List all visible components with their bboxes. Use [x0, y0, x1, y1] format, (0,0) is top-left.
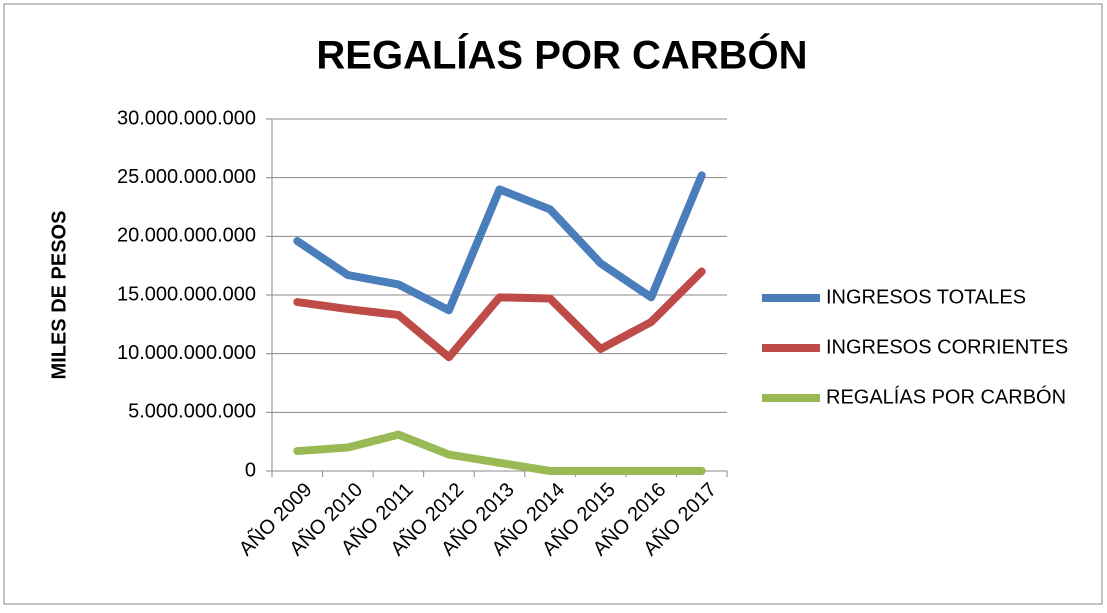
legend-label: INGRESOS TOTALES	[826, 286, 1026, 308]
y-tick-label: 30.000.000.000	[117, 107, 256, 129]
series-line	[293, 267, 706, 362]
y-tick-label: 10.000.000.000	[117, 342, 256, 364]
series-line	[293, 171, 706, 315]
y-tick-label: 0	[245, 459, 256, 481]
legend-label: INGRESOS CORRIENTES	[826, 336, 1068, 358]
y-tick-label: 25.000.000.000	[117, 166, 256, 188]
legend-label: REGALÍAS POR CARBÓN	[826, 385, 1066, 408]
y-tick-label: 15.000.000.000	[117, 283, 256, 305]
chart-title: REGALÍAS POR CARBÓN	[316, 32, 807, 78]
y-tick-label: 20.000.000.000	[117, 225, 256, 247]
y-axis-label: MILES DE PESOS	[48, 211, 70, 380]
y-tick-label: 5.000.000.000	[128, 401, 256, 423]
series-line	[293, 430, 706, 475]
